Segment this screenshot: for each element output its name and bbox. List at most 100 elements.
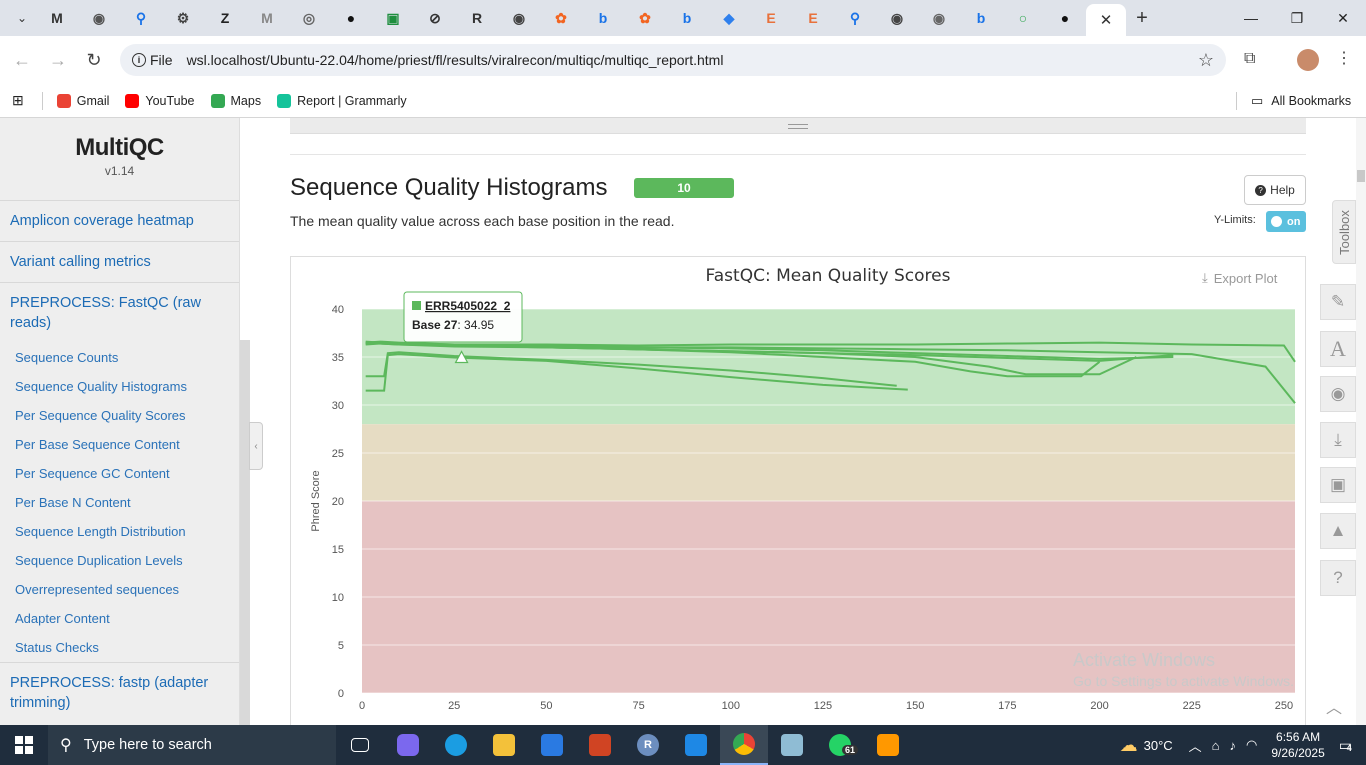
sidebar-section-link[interactable]: PREPROCESS: fastp (adapter trimming) bbox=[0, 662, 239, 723]
page-scrollbar[interactable] bbox=[1356, 118, 1366, 725]
browser-tab[interactable]: ✿ bbox=[624, 2, 666, 34]
sidebar-scrollbar[interactable] bbox=[240, 340, 250, 725]
sidebar-subsection-link[interactable]: Sequence Length Distribution bbox=[15, 524, 186, 539]
apps-grid-icon[interactable]: ⊞ bbox=[12, 92, 24, 108]
browser-tab[interactable]: ⚙ bbox=[162, 2, 204, 34]
browser-tab[interactable]: ⚲ bbox=[834, 2, 876, 34]
save-icon[interactable]: ▣ bbox=[1320, 467, 1356, 503]
windows-start-icon[interactable] bbox=[0, 725, 48, 765]
weather-icon[interactable]: ☁ bbox=[1119, 734, 1138, 755]
site-info[interactable]: i File bbox=[132, 52, 173, 68]
browser-tab[interactable]: b bbox=[666, 2, 708, 34]
browser-tab[interactable]: ● bbox=[1044, 2, 1086, 34]
browser-tab[interactable]: M bbox=[246, 2, 288, 34]
browser-tab[interactable]: M bbox=[36, 2, 78, 34]
browser-tab[interactable]: E bbox=[750, 2, 792, 34]
multiqc-logo[interactable]: MultiQC v1.14 bbox=[0, 118, 239, 200]
export-plot-button[interactable]: ⤓ Export Plot bbox=[1202, 270, 1277, 286]
close-window-icon[interactable]: ✕ bbox=[1337, 9, 1349, 26]
bookmark-item[interactable]: Gmail bbox=[56, 93, 109, 108]
browser-tab[interactable]: ◉ bbox=[498, 2, 540, 34]
browser-tab[interactable]: ● bbox=[330, 2, 372, 34]
minimize-icon[interactable]: — bbox=[1244, 10, 1258, 26]
sidebar-subsection-link[interactable]: Sequence Duplication Levels bbox=[15, 553, 183, 568]
store-icon[interactable] bbox=[528, 725, 576, 765]
sidebar-collapse-button[interactable]: ‹ bbox=[249, 422, 263, 470]
office-icon[interactable] bbox=[576, 725, 624, 765]
new-tab-button[interactable]: + bbox=[1136, 6, 1148, 29]
sidebar-subsection-link[interactable]: Per Base Sequence Content bbox=[15, 437, 180, 452]
mean-quality-chart[interactable]: FastQC: Mean Quality Scores 0 5 10 15 20 25 30 3… bbox=[291, 257, 1307, 725]
font-a-icon[interactable]: A bbox=[1320, 331, 1356, 367]
browser-menu-icon[interactable]: ⋮ bbox=[1336, 50, 1352, 67]
bookmark-item[interactable]: Maps bbox=[210, 93, 261, 108]
notification-icon[interactable]: ▭ 4 bbox=[1338, 736, 1352, 753]
network-icon[interactable]: ⌂ bbox=[1211, 737, 1220, 753]
browser-tab[interactable]: b bbox=[960, 2, 1002, 34]
help-button[interactable]: ? Help bbox=[1244, 175, 1306, 205]
profile-avatar[interactable] bbox=[1297, 49, 1319, 71]
close-tab-icon[interactable]: ✕ bbox=[1099, 12, 1113, 29]
sidebar-section-link[interactable]: PREPROCESS: FastQC (raw reads) bbox=[0, 282, 239, 343]
bookmark-item[interactable]: Report | Grammarly bbox=[277, 93, 407, 108]
browser-tab[interactable]: ◎ bbox=[288, 2, 330, 34]
browser-tab[interactable]: ⊘ bbox=[414, 2, 456, 34]
task-view-icon[interactable] bbox=[336, 725, 384, 765]
series-line[interactable] bbox=[365, 341, 1101, 378]
file-explorer-icon[interactable] bbox=[480, 725, 528, 765]
sidebar-subsection-link[interactable]: Overrepresented sequences bbox=[15, 582, 180, 597]
series-line[interactable] bbox=[365, 351, 897, 387]
ylimits-toggle[interactable]: on bbox=[1266, 211, 1306, 232]
browser-tab[interactable]: ◉ bbox=[876, 2, 918, 34]
browser-tab[interactable]: ▣ bbox=[372, 2, 414, 34]
browser-tab[interactable]: R bbox=[456, 2, 498, 34]
help-circle-icon[interactable]: ? bbox=[1320, 560, 1356, 596]
url-text[interactable]: wsl.localhost/Ubuntu-22.04/home/priest/f… bbox=[186, 52, 724, 68]
page-scrollbar-thumb[interactable] bbox=[1357, 170, 1365, 182]
sidebar-subsection-link[interactable]: Sequence Counts bbox=[15, 350, 119, 365]
browser-tab[interactable]: Z bbox=[204, 2, 246, 34]
clock[interactable]: 6:56 AM 9/26/2025 bbox=[1271, 729, 1324, 761]
bookmark-item[interactable]: YouTube bbox=[125, 93, 195, 108]
taskbar-search[interactable]: ⚲ Type here to search bbox=[48, 725, 336, 765]
browser-tab[interactable]: b bbox=[582, 2, 624, 34]
forward-arrow-icon[interactable]: → bbox=[49, 49, 67, 70]
browser-tab[interactable]: E bbox=[792, 2, 834, 34]
sidebar-subsection-link[interactable]: Per Base N Content bbox=[15, 495, 131, 510]
series-line[interactable] bbox=[365, 353, 908, 392]
volume-icon[interactable]: ♪ bbox=[1229, 737, 1237, 753]
sidebar-subsection-link[interactable]: Per Sequence GC Content bbox=[15, 466, 170, 481]
whatsapp-icon[interactable]: 61 bbox=[816, 725, 864, 765]
sublime-icon[interactable] bbox=[864, 725, 912, 765]
toolbox-tab[interactable]: Toolbox bbox=[1332, 200, 1356, 264]
browser-tab[interactable]: ⚲ bbox=[120, 2, 162, 34]
sidebar-subsection-link[interactable]: Adapter Content bbox=[15, 611, 110, 626]
download-icon[interactable]: ⤓ bbox=[1320, 422, 1356, 458]
chevron-up-icon[interactable]: ︿ bbox=[1188, 738, 1202, 754]
reload-icon[interactable]: ↻ bbox=[86, 49, 102, 70]
r-app-icon[interactable]: R bbox=[624, 725, 672, 765]
sidebar-subsection-link[interactable]: Sequence Quality Histograms bbox=[15, 379, 187, 394]
browser-tab[interactable]: ◆ bbox=[708, 2, 750, 34]
hide-eye-icon[interactable]: ◉ bbox=[1320, 376, 1356, 412]
tab-search-dropdown-icon[interactable]: ⌄ bbox=[16, 11, 28, 25]
wifi-icon[interactable]: ◠ bbox=[1246, 737, 1258, 752]
chrome-icon[interactable] bbox=[720, 725, 768, 765]
graduation-cap-icon[interactable]: ▲ bbox=[1320, 513, 1356, 549]
sidebar-subsection-link[interactable]: Status Checks bbox=[15, 640, 99, 655]
active-tab[interactable]: ✕ bbox=[1086, 4, 1126, 36]
sidebar-section-link[interactable]: Variant calling metrics bbox=[0, 241, 239, 282]
extensions-icon[interactable]: ⧉ bbox=[1244, 50, 1256, 67]
notepad-icon[interactable] bbox=[768, 725, 816, 765]
browser-tab[interactable]: ✿ bbox=[540, 2, 582, 34]
restore-icon[interactable]: ❐ bbox=[1290, 9, 1304, 26]
scroll-to-top-icon[interactable]: ︿ bbox=[1325, 700, 1342, 717]
weather-temp[interactable]: 30°C bbox=[1143, 737, 1173, 753]
address-bar[interactable]: i File wsl.localhost/Ubuntu-22.04/home/p… bbox=[120, 44, 1226, 76]
edge-icon[interactable] bbox=[432, 725, 480, 765]
browser-tab[interactable]: ◉ bbox=[78, 2, 120, 34]
bookmark-star-icon[interactable]: ☆ bbox=[1197, 49, 1214, 70]
pin-icon[interactable]: ✎ bbox=[1320, 284, 1356, 320]
browser-tab[interactable]: ○ bbox=[1002, 2, 1044, 34]
previous-plot-resize-handle[interactable] bbox=[290, 118, 1306, 134]
